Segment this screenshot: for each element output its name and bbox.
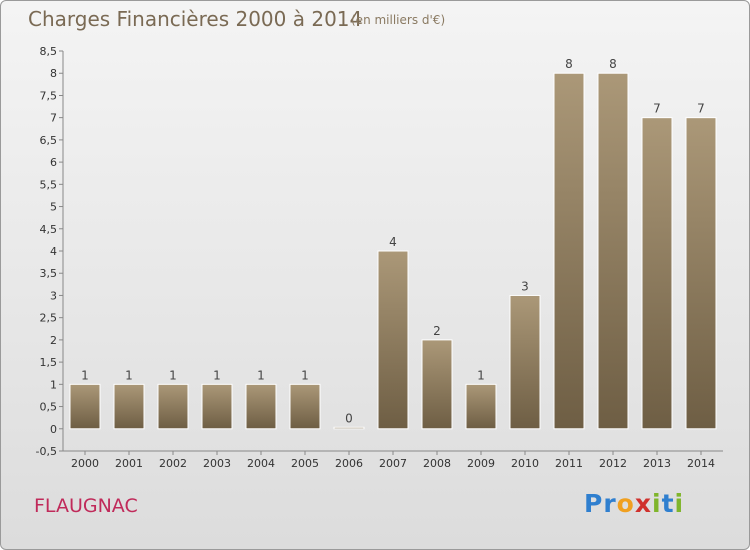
bar xyxy=(333,426,365,430)
bar-value-label: 1 xyxy=(81,368,89,382)
x-tick-label: 2000 xyxy=(71,457,99,470)
bar xyxy=(597,72,629,430)
y-tick-label: 3,5 xyxy=(40,267,58,280)
brand-letter: i xyxy=(652,489,662,518)
data-labels: 1 1 1 1 1 1 0 4 2 1 3 8 8 7 7 xyxy=(81,57,705,425)
y-tick-label: 7,5 xyxy=(40,89,58,102)
x-tick-label: 2004 xyxy=(247,457,275,470)
bar xyxy=(113,383,145,430)
bar xyxy=(685,117,717,430)
y-tick-label: 4 xyxy=(50,245,57,258)
bar xyxy=(509,294,541,430)
brand-letter: t xyxy=(661,489,675,518)
x-tick-label: 2006 xyxy=(335,457,363,470)
bar xyxy=(465,383,497,430)
y-tick-label: 4,5 xyxy=(40,223,58,236)
x-tick-label: 2003 xyxy=(203,457,231,470)
brand-letter: o xyxy=(616,489,635,518)
chart-title: Charges Financières 2000 à 2014 xyxy=(28,7,363,31)
brand-letter: x xyxy=(634,489,652,518)
bar xyxy=(69,383,101,430)
bar-value-label: 1 xyxy=(213,368,221,382)
y-axis: -0,5 0 0,5 1 1,5 2 2,5 3 3,5 4 4,5 5 5,5 6 6,5 7 7,5 8 8,5 xyxy=(36,45,64,458)
brand-logo[interactable]: Proxiti xyxy=(584,489,684,518)
y-tick-label: 0 xyxy=(50,423,57,436)
y-tick-label: 1 xyxy=(50,378,57,391)
x-tick-label: 2013 xyxy=(643,457,671,470)
bar-value-label: 1 xyxy=(125,368,133,382)
y-tick-label: 0,5 xyxy=(40,401,58,414)
x-tick-label: 2011 xyxy=(555,457,583,470)
brand-letter: P xyxy=(584,489,604,518)
y-tick-label: 8 xyxy=(50,67,57,80)
bar xyxy=(641,117,673,430)
bar-value-label: 1 xyxy=(169,368,177,382)
y-tick-label: 1,5 xyxy=(40,356,58,369)
bar xyxy=(377,250,409,430)
town-name: FLAUGNAC xyxy=(34,495,138,517)
bar-value-label: 0 xyxy=(345,411,353,425)
bar xyxy=(553,72,585,430)
x-tick-label: 2005 xyxy=(291,457,319,470)
y-tick-label: 3 xyxy=(50,289,57,302)
bar-value-label: 1 xyxy=(477,368,485,382)
y-tick-label: 7 xyxy=(50,112,57,125)
y-tick-label: 5 xyxy=(50,201,57,214)
y-tick-label: -0,5 xyxy=(36,445,57,458)
bar xyxy=(245,383,277,430)
bar-value-label: 8 xyxy=(609,57,617,71)
bar-value-label: 3 xyxy=(521,279,529,293)
y-tick-label: 6,5 xyxy=(40,134,58,147)
x-axis: 2000 2001 2002 2003 2004 2005 2006 2007 2008 2009… xyxy=(63,450,723,470)
y-tick-label: 8,5 xyxy=(40,45,58,58)
bar-value-label: 1 xyxy=(257,368,265,382)
bar-value-label: 8 xyxy=(565,57,573,71)
chart-subtitle: (en milliers d'€) xyxy=(351,13,446,27)
x-tick-label: 2009 xyxy=(467,457,495,470)
bar xyxy=(157,383,189,430)
bar-value-label: 7 xyxy=(697,102,705,116)
bar-value-label: 2 xyxy=(433,324,441,338)
brand-letter: r xyxy=(603,489,617,518)
bars xyxy=(69,72,717,430)
x-tick-label: 2008 xyxy=(423,457,451,470)
y-tick-label: 2 xyxy=(50,334,57,347)
x-tick-label: 2012 xyxy=(599,457,627,470)
x-tick-label: 2010 xyxy=(511,457,539,470)
bar xyxy=(289,383,321,430)
bar-value-label: 7 xyxy=(653,102,661,116)
y-tick-label: 2,5 xyxy=(40,312,58,325)
x-tick-label: 2007 xyxy=(379,457,407,470)
x-tick-label: 2001 xyxy=(115,457,143,470)
bar-value-label: 1 xyxy=(301,368,309,382)
x-tick-label: 2002 xyxy=(159,457,187,470)
bar xyxy=(421,339,453,430)
bar xyxy=(201,383,233,430)
y-tick-label: 6 xyxy=(50,156,57,169)
brand-letter: i xyxy=(674,489,685,518)
bar-value-label: 4 xyxy=(389,235,397,249)
y-tick-label: 5,5 xyxy=(40,178,58,191)
x-tick-label: 2014 xyxy=(687,457,715,470)
